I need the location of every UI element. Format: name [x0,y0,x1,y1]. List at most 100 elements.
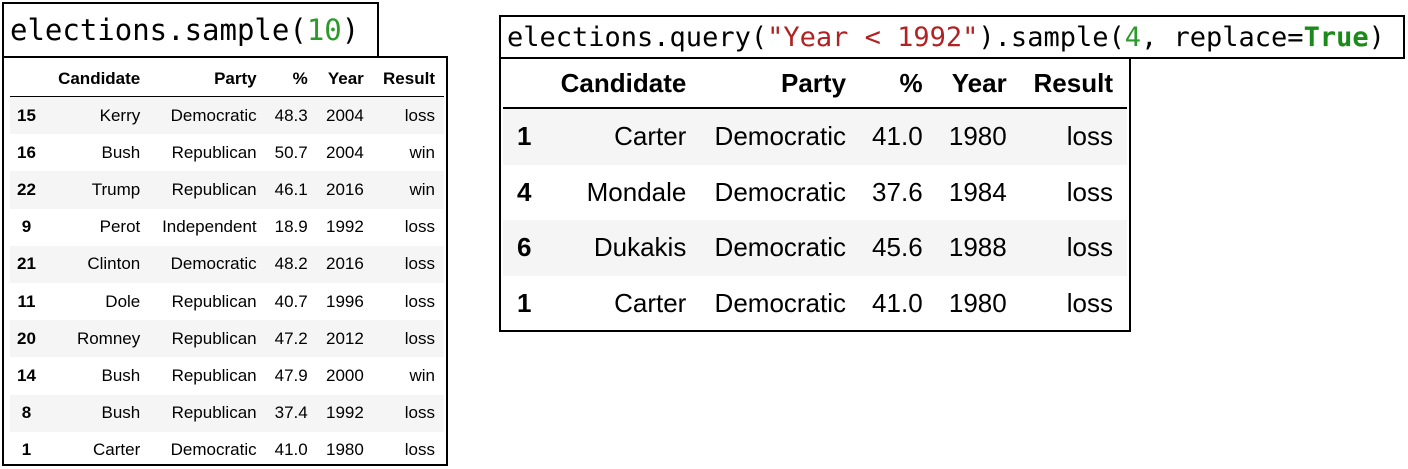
cell-percent: 41.0 [860,108,937,165]
row-index: 20 [10,320,47,358]
cell-percent: 37.6 [872,176,923,207]
row-index: 8 [10,394,47,432]
cell-result: loss [372,96,444,135]
cell-percent: 50.7 [274,142,308,162]
row-index: 21 [10,245,47,283]
cell-result: loss [404,440,435,460]
table-row: 11 Dole Republican 40.7 1996 loss [10,283,444,320]
row-index: 16 [17,142,36,162]
code-cell-sample[interactable]: elections.sample(10) [2,2,379,58]
cell-candidate: Bush [46,394,150,432]
cell-year: 2004 [325,142,364,162]
cell-party: Democratic [714,287,847,318]
column-header-party: Party [149,62,266,97]
cell-party: Democratic [700,220,861,276]
cell-candidate: Dukakis [546,220,701,276]
cell-percent: 37.4 [265,394,317,432]
code-cell-query-sample[interactable]: elections.query("Year < 1992").sample(4,… [499,15,1405,59]
cell-percent: 47.2 [265,320,317,358]
cell-party: Democratic [149,245,266,283]
cell-party: Republican [149,394,266,432]
cell-result: loss [404,291,435,311]
cell-result: loss [1066,176,1113,207]
cell-result: loss [404,217,435,237]
cell-year: 1980 [325,440,364,460]
cell-percent: 46.1 [265,171,317,209]
cell-candidate: Perot [99,217,141,237]
cell-candidate: Romney [46,320,150,358]
cell-party: Republican [149,171,266,209]
row-index: 4 [517,176,532,207]
column-header-percent: % [860,60,937,109]
column-header-result: Result [372,62,444,97]
cell-party: Democratic [170,440,257,460]
table-row: 8 Bush Republican 37.4 1992 loss [10,394,444,432]
table-row: 1 Carter Democratic 41.0 1980 loss [503,276,1127,332]
column-header-candidate: Candidate [546,60,701,109]
cell-year: 2016 [316,245,373,283]
dataframe-output-sample: Candidate Party % Year Result 15 Kerry D… [2,56,448,466]
cell-year: 1984 [948,176,1007,207]
row-index: 1 [503,108,547,165]
code-string-arg: "Year < 1992" [767,21,979,53]
cell-candidate: Mondale [586,176,687,207]
cell-candidate: Bush [101,142,141,162]
cell-result: loss [372,320,444,358]
row-index: 1 [517,287,532,318]
cell-result: loss [372,394,444,432]
table-row: 15 Kerry Democratic 48.3 2004 loss [10,96,444,135]
dataframe-output-query-sample: Candidate Party % Year Result 1 Carter D… [499,57,1131,332]
code-text: , replace= [1141,21,1304,53]
code-text: ) [341,13,360,47]
cell-party: Independent [162,217,257,237]
table-row: 16 Bush Republican 50.7 2004 win [10,134,444,171]
table-row: 9 Perot Independent 18.9 1992 loss [10,209,444,246]
row-index: 1 [21,440,32,460]
row-index: 15 [10,96,47,135]
table-row: 21 Clinton Democratic 48.2 2016 loss [10,245,444,283]
cell-party: Democratic [700,108,861,165]
cell-result: win [409,142,435,162]
cell-year: 1980 [948,287,1007,318]
column-header-year: Year [316,62,373,97]
cell-candidate: Carter [546,108,701,165]
cell-result: loss [1020,108,1127,165]
code-text: ).sample( [978,21,1125,53]
dataframe-table: Candidate Party % Year Result 1 Carter D… [503,60,1127,331]
row-index: 9 [21,217,32,237]
index-header [10,62,47,97]
table-header-row: Candidate Party % Year Result [10,62,444,97]
cell-party: Republican [171,291,257,311]
code-text: ) [1368,21,1385,53]
cell-percent: 48.3 [265,96,317,135]
cell-result: win [409,365,435,385]
code-number-arg: 4 [1124,21,1141,53]
cell-percent: 41.0 [274,440,308,460]
table-row: 6 Dukakis Democratic 45.6 1988 loss [503,220,1127,276]
cell-year: 1996 [325,291,364,311]
column-header-result: Result [1020,60,1127,109]
table-row: 22 Trump Republican 46.1 2016 win [10,171,444,209]
cell-candidate: Carter [614,287,687,318]
cell-percent: 40.7 [274,291,308,311]
column-header-candidate: Candidate [46,62,150,97]
cell-party: Democratic [714,176,847,207]
cell-percent: 47.9 [274,365,308,385]
cell-year: 1980 [936,108,1021,165]
code-number-arg: 10 [306,13,342,47]
cell-candidate: Bush [101,365,141,385]
row-index: 11 [17,291,36,311]
cell-result: loss [372,245,444,283]
cell-candidate: Trump [46,171,150,209]
cell-candidate: Dole [105,291,141,311]
cell-result: loss [1066,287,1113,318]
row-index: 22 [10,171,47,209]
index-header [503,60,547,109]
cell-percent: 45.6 [860,220,937,276]
cell-percent: 18.9 [274,217,308,237]
cell-party: Republican [149,320,266,358]
cell-year: 1992 [316,394,373,432]
cell-result: win [372,171,444,209]
cell-percent: 41.0 [872,287,923,318]
cell-year: 1992 [325,217,364,237]
